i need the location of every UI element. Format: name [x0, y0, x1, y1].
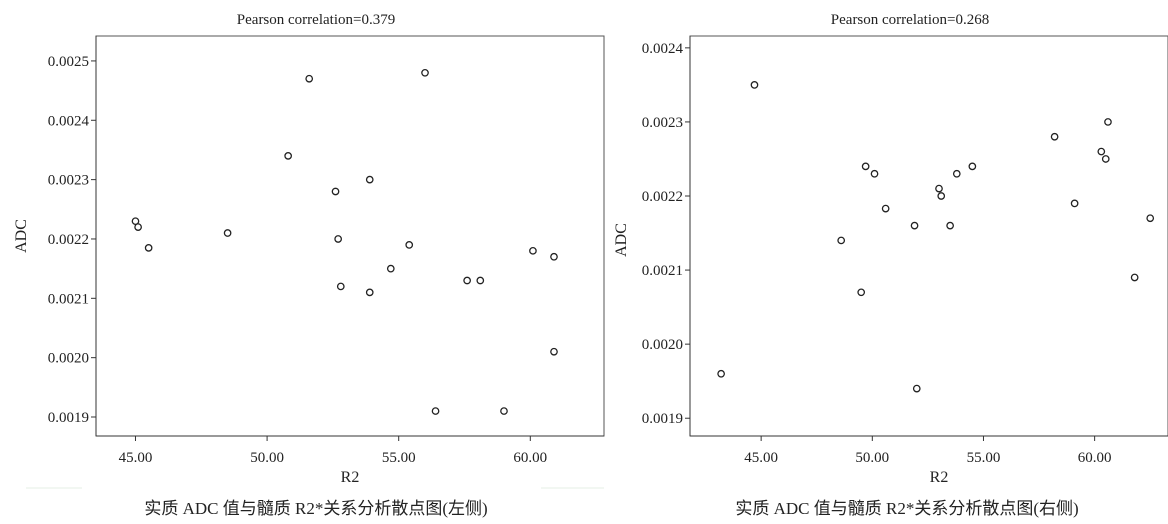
right-scatter-point [910, 221, 919, 230]
left-x-tick-label: 55.00 [382, 450, 416, 466]
right-scatter-point [870, 169, 879, 178]
left-scatter-point [500, 407, 508, 415]
right-scatter-point [1070, 199, 1079, 208]
right-scatter-panel: Pearson correlation=0.268 R2 ADC 0.00190… [613, 12, 1168, 518]
right-scatter-point [750, 81, 759, 89]
left-scatter-point [529, 246, 537, 255]
left-scatter-panel: Pearson correlation=0.379 R2 ADC 0.00190… [13, 12, 605, 518]
right-y-tick-label: 0.0019 [642, 411, 683, 427]
right-scatter-point [952, 169, 961, 178]
right-scatter-point [1130, 273, 1139, 282]
left-x-tick-label: 50.00 [250, 450, 284, 466]
right-y-tick-label: 0.0021 [642, 263, 683, 279]
left-y-tick-label: 0.0023 [48, 173, 89, 189]
left-x-axis-label: R2 [341, 469, 360, 486]
left-scatter-point [134, 223, 142, 231]
right-figure-caption: 实质 ADC 值与髓质 R2*关系分析散点图(右侧) [735, 499, 1078, 518]
right-axis-ticks: 0.0019 0.0020 0.0021 0.0022 0.0023 0.0024 45.0… [642, 41, 1112, 466]
left-chart-title: Pearson correlation=0.379 [237, 12, 395, 28]
right-scatter-point [881, 204, 890, 213]
right-y-tick-label: 0.0020 [642, 337, 683, 353]
right-scatter-point [1101, 155, 1110, 163]
right-x-tick-label: 45.00 [744, 450, 778, 466]
left-scatter-point [405, 241, 414, 249]
left-y-tick-label: 0.0025 [48, 54, 89, 70]
left-scatter-point [476, 276, 485, 285]
left-scatter-point [431, 407, 440, 415]
right-scatter-point [1097, 147, 1106, 156]
left-scatter-point [284, 152, 292, 160]
right-scatter-point [968, 162, 977, 171]
left-scatter-point [334, 235, 343, 243]
left-y-tick-label: 0.0020 [48, 351, 89, 367]
left-axis-ticks: 0.0019 0.0020 0.0021 0.0022 0.0023 0.0024 0.00… [48, 54, 547, 466]
left-data-points [131, 68, 558, 415]
right-chart-title: Pearson correlation=0.268 [831, 12, 989, 28]
right-x-tick-label: 55.00 [967, 450, 1001, 466]
left-scatter-point [331, 187, 340, 196]
right-scatter-point [837, 236, 846, 245]
left-scatter-point [421, 68, 429, 77]
left-x-tick-label: 60.00 [513, 450, 547, 466]
right-scatter-point [861, 162, 870, 171]
right-y-tick-label: 0.0023 [642, 115, 683, 131]
right-scatter-point [1146, 214, 1155, 223]
right-scatter-point [717, 369, 725, 378]
left-scatter-point [144, 244, 153, 252]
left-scatter-point [550, 347, 558, 356]
left-scatter-point [550, 252, 558, 261]
left-y-tick-label: 0.0024 [48, 113, 90, 129]
right-scatter-point [946, 221, 954, 230]
right-scatter-point [1104, 118, 1112, 126]
left-plot-frame [95, 35, 605, 437]
left-figure-caption: 实质 ADC 值与髓质 R2*关系分析散点图(左侧) [144, 499, 487, 518]
right-y-axis-label: ADC [613, 223, 630, 257]
left-y-tick-label: 0.0022 [48, 232, 89, 248]
right-y-tick-label: 0.0024 [642, 41, 684, 57]
left-y-tick-label: 0.0019 [48, 410, 89, 426]
right-x-tick-label: 50.00 [855, 450, 889, 466]
left-scatter-point [305, 74, 314, 83]
left-scatter-point [365, 175, 374, 184]
left-scatter-point [365, 288, 374, 297]
right-scatter-point [937, 192, 946, 200]
right-y-tick-label: 0.0022 [642, 189, 683, 205]
left-scatter-point [223, 229, 232, 237]
left-y-tick-label: 0.0021 [48, 291, 89, 307]
right-scatter-point [935, 184, 943, 193]
left-scatter-point [463, 276, 471, 285]
left-y-axis-label: ADC [13, 219, 30, 253]
left-x-tick-label: 45.00 [119, 450, 153, 466]
right-x-axis-label: R2 [930, 469, 949, 486]
right-scatter-point [1050, 132, 1059, 141]
right-x-tick-label: 60.00 [1078, 450, 1112, 466]
right-scatter-point [912, 384, 921, 393]
left-scatter-point [386, 264, 395, 273]
right-scatter-point [857, 288, 866, 297]
left-scatter-point [336, 282, 345, 291]
right-data-points [717, 81, 1155, 393]
right-plot-frame [689, 35, 1168, 437]
